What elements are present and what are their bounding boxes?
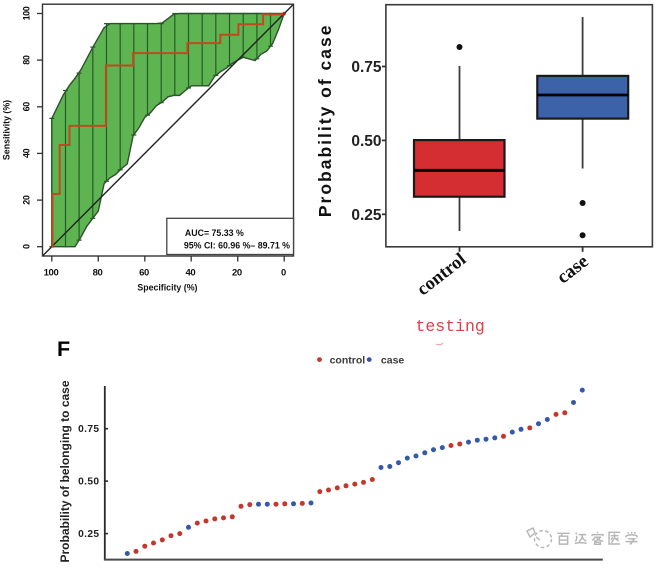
svg-text:Probability of case: Probability of case — [315, 23, 335, 217]
svg-text:40: 40 — [186, 268, 196, 279]
svg-text:60: 60 — [22, 102, 32, 112]
svg-text:20: 20 — [232, 268, 242, 279]
svg-text:80: 80 — [22, 55, 32, 65]
svg-text:100: 100 — [44, 268, 59, 279]
svg-text:60: 60 — [139, 268, 149, 279]
svg-text:0.25: 0.25 — [78, 529, 99, 540]
svg-text:0.50: 0.50 — [78, 477, 99, 488]
svg-text:100: 100 — [22, 6, 32, 20]
svg-text:0.50: 0.50 — [351, 133, 381, 150]
svg-text:80: 80 — [93, 268, 103, 279]
svg-text:0: 0 — [281, 268, 286, 279]
svg-text:Specificity (%): Specificity (%) — [137, 283, 197, 293]
svg-text:control: control — [413, 250, 470, 300]
svg-text:0: 0 — [22, 244, 32, 249]
svg-text:case: case — [553, 251, 593, 288]
svg-text:testing: testing — [416, 317, 485, 336]
svg-text:case: case — [381, 354, 405, 366]
svg-text:control: control — [330, 354, 366, 366]
svg-text:0.75: 0.75 — [351, 59, 382, 76]
svg-text:0.25: 0.25 — [351, 207, 382, 224]
svg-text:F: F — [57, 337, 70, 361]
svg-text:95% CI: 60.96 %– 89.71 %: 95% CI: 60.96 %– 89.71 % — [184, 240, 290, 250]
svg-text:20: 20 — [22, 195, 32, 205]
svg-text:40: 40 — [22, 148, 32, 158]
svg-text:Probability of belonging to ca: Probability of belonging to case — [58, 380, 72, 562]
svg-text:Sensitivity (%): Sensitivity (%) — [2, 100, 12, 160]
svg-text:AUC= 75.33 %: AUC= 75.33 % — [185, 228, 244, 238]
svg-text:0.75: 0.75 — [78, 424, 99, 435]
